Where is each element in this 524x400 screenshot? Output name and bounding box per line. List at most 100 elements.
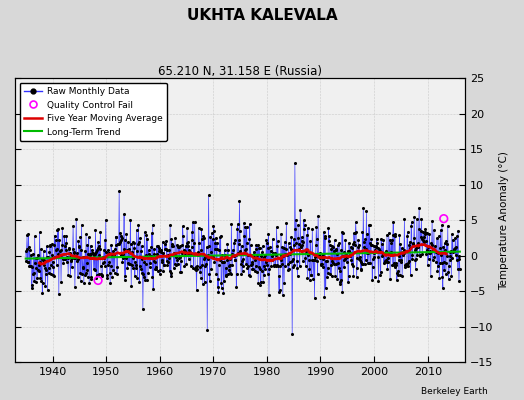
Point	[337, 276, 345, 283]
Point	[301, 255, 309, 262]
Point	[430, 253, 439, 260]
Point	[346, 244, 355, 250]
Point	[365, 222, 373, 229]
Point	[67, 256, 75, 263]
Point	[46, 243, 54, 250]
Point	[353, 254, 362, 261]
Point	[338, 289, 346, 295]
Point	[87, 274, 95, 280]
Point	[310, 295, 319, 301]
Point	[151, 259, 160, 266]
Point	[437, 252, 445, 258]
Point	[271, 250, 279, 256]
Point	[288, 258, 296, 264]
Point	[133, 248, 141, 255]
Point	[402, 262, 411, 268]
Point	[94, 277, 102, 284]
Point	[258, 243, 267, 250]
Point	[322, 284, 330, 291]
Point	[277, 252, 286, 259]
Point	[369, 254, 378, 260]
Point	[137, 248, 145, 254]
Point	[22, 258, 30, 264]
Point	[27, 285, 36, 292]
Point	[128, 262, 136, 269]
Point	[380, 259, 389, 265]
Point	[397, 256, 406, 263]
Point	[101, 236, 109, 243]
Point	[71, 284, 79, 290]
Point	[224, 271, 232, 277]
Point	[280, 280, 288, 286]
Point	[272, 224, 281, 230]
Point	[383, 266, 391, 272]
Point	[150, 246, 158, 252]
Point	[236, 260, 245, 267]
Point	[442, 238, 451, 244]
Point	[248, 266, 257, 272]
Point	[282, 220, 291, 226]
Point	[127, 249, 136, 255]
Point	[235, 241, 243, 248]
Point	[354, 236, 363, 243]
Point	[343, 259, 351, 266]
Point	[378, 241, 386, 248]
Point	[419, 234, 428, 240]
Point	[48, 241, 56, 248]
Point	[23, 259, 31, 266]
Point	[450, 248, 458, 254]
Point	[78, 271, 86, 278]
Point	[90, 252, 99, 258]
Point	[96, 245, 104, 252]
Point	[184, 243, 192, 249]
Point	[325, 238, 333, 244]
Point	[334, 242, 342, 248]
Point	[110, 250, 118, 257]
Point	[390, 232, 399, 239]
Point	[266, 244, 274, 250]
Point	[398, 249, 407, 256]
Point	[233, 225, 242, 232]
Point	[81, 270, 90, 276]
Point	[355, 242, 364, 248]
Point	[67, 257, 75, 264]
Point	[28, 282, 36, 289]
Point	[46, 242, 54, 248]
Point	[455, 253, 464, 260]
Point	[452, 252, 460, 258]
Point	[21, 248, 30, 254]
Point	[419, 236, 427, 243]
Point	[133, 274, 141, 281]
Point	[231, 257, 239, 263]
Point	[88, 275, 96, 282]
Point	[431, 242, 440, 249]
Point	[214, 276, 222, 282]
Point	[108, 252, 117, 258]
Point	[252, 262, 260, 269]
Point	[36, 275, 45, 282]
Point	[347, 260, 356, 267]
Point	[174, 243, 183, 250]
Point	[426, 250, 434, 256]
Point	[191, 266, 199, 273]
Point	[47, 262, 56, 268]
Point	[250, 257, 259, 263]
Point	[187, 263, 195, 270]
Point	[454, 256, 463, 262]
Point	[413, 252, 422, 258]
Point	[50, 273, 58, 280]
Point	[348, 263, 357, 269]
Point	[373, 240, 381, 246]
Point	[383, 232, 391, 238]
Point	[389, 218, 397, 225]
Point	[372, 243, 380, 249]
Point	[57, 252, 66, 258]
Point	[243, 240, 251, 246]
Point	[163, 262, 172, 268]
Point	[153, 251, 161, 258]
Point	[357, 266, 366, 272]
Point	[319, 251, 327, 257]
Point	[379, 251, 387, 258]
Point	[442, 271, 450, 278]
Point	[456, 266, 464, 272]
